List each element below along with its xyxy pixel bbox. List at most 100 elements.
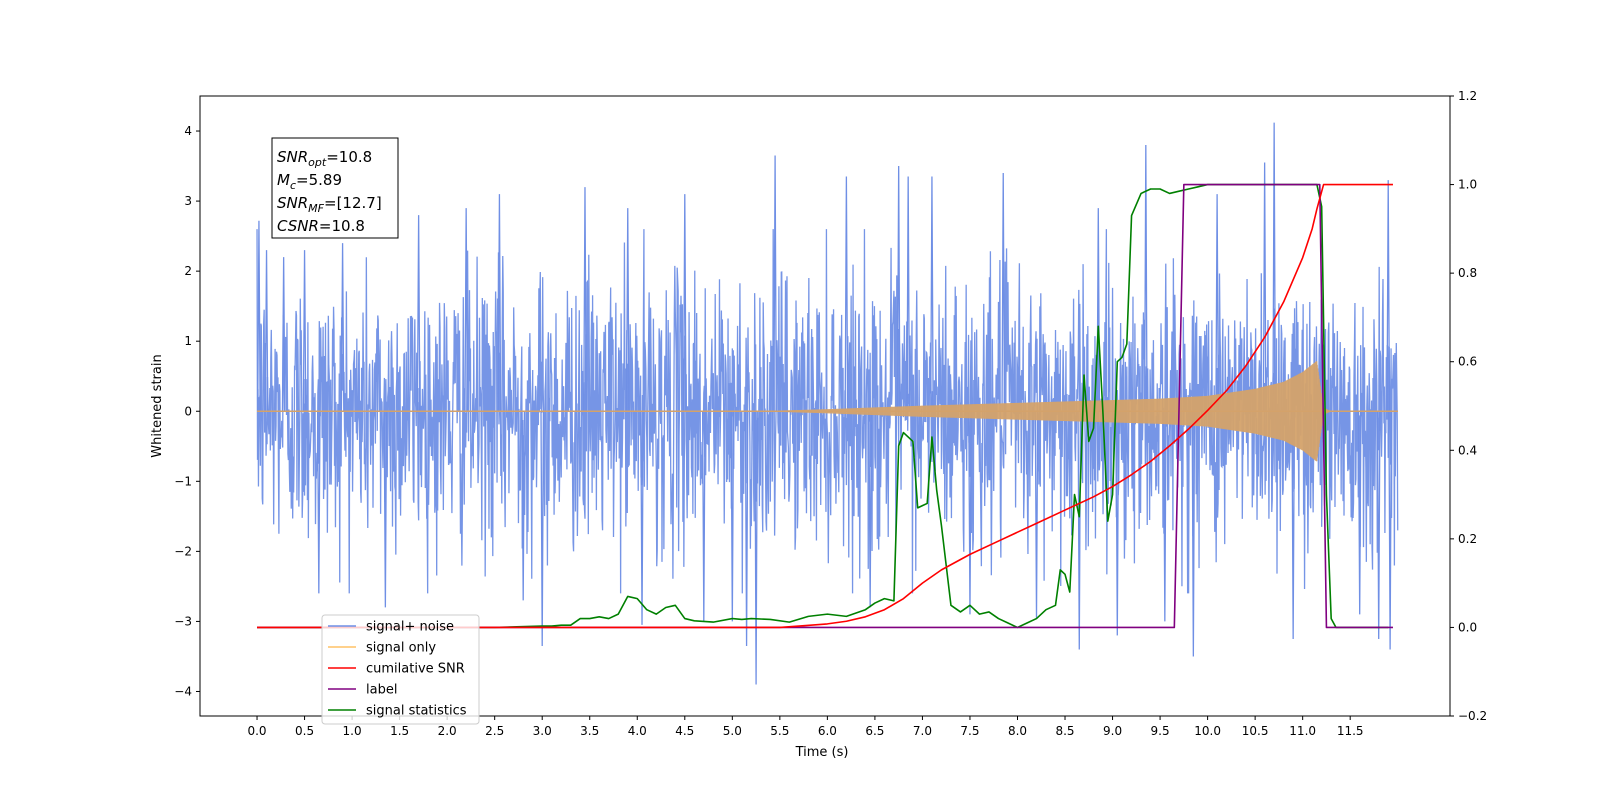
- noise-spike-13: [625, 208, 630, 412]
- x-tick-label: 0.5: [295, 724, 314, 738]
- noise-spike-12: [583, 187, 587, 412]
- x-tick-label: 7.0: [913, 724, 932, 738]
- x-tick-label: 5.0: [723, 724, 742, 738]
- legend-label: cumilative SNR: [366, 662, 465, 677]
- noise-spike-11: [540, 411, 545, 646]
- annotation-line: CSNR=10.8: [277, 217, 365, 235]
- x-tick-label: 0.0: [247, 724, 266, 738]
- annotation-value: =10.8: [326, 148, 372, 166]
- legend-label: label: [366, 683, 397, 698]
- x-tick-label: 1.5: [390, 724, 409, 738]
- noise-spike-3: [302, 250, 307, 412]
- y-right-tick-label: 0.4: [1458, 443, 1477, 457]
- noise-spike-25: [930, 176, 934, 412]
- y-right-tick-label: 0.0: [1458, 620, 1477, 634]
- y-tick-label: −3: [174, 614, 192, 628]
- y-axis-label: Whitened strain: [150, 354, 165, 457]
- x-tick-label: 6.0: [818, 724, 837, 738]
- y-right-tick-label: 1.0: [1458, 178, 1477, 192]
- noise-spike-36: [1262, 162, 1267, 412]
- annotation-symbol: SNR: [277, 148, 308, 166]
- x-tick-label: 11.5: [1337, 724, 1364, 738]
- annotation-symbol: M: [277, 171, 290, 189]
- noise-spike-6: [383, 411, 388, 608]
- series-signal-noise: [256, 122, 1399, 685]
- legend-label: signal only: [366, 641, 436, 656]
- y-right-tick-label: 1.2: [1458, 89, 1477, 103]
- noise-spike-27: [1001, 173, 1006, 412]
- noise-spike-31: [1115, 411, 1120, 636]
- noise-spike-42: [1388, 411, 1392, 650]
- noise-spike-2: [281, 257, 286, 412]
- y-tick-label: 3: [184, 194, 192, 208]
- noise-spike-22: [868, 411, 873, 608]
- x-tick-label: 10.0: [1194, 724, 1221, 738]
- legend-label: signal statistics: [366, 704, 467, 719]
- annotation-symbol: CSNR: [277, 217, 319, 235]
- x-tick-label: 3.0: [533, 724, 552, 738]
- y-tick-label: 0: [184, 404, 192, 418]
- annotation-value: =[12.7]: [324, 194, 382, 212]
- noise-spike-23: [896, 166, 901, 412]
- series-label-line: [257, 183, 1393, 629]
- noise-spike-9: [497, 194, 502, 412]
- noise-spike-18: [744, 411, 749, 646]
- y-right-tick-label: −0.2: [1458, 709, 1487, 723]
- annotation-subscript: opt: [308, 156, 327, 169]
- y-tick-label: 2: [184, 264, 192, 278]
- y-tick-label: 1: [184, 334, 192, 348]
- y-tick-label: 4: [184, 124, 192, 138]
- noise-spike-21: [844, 176, 849, 412]
- x-tick-label: 3.5: [580, 724, 599, 738]
- x-tick-label: 10.5: [1242, 724, 1269, 738]
- y-right-tick-label: 0.6: [1458, 355, 1477, 369]
- plot-frame: [199, 95, 1451, 717]
- y-tick-label: −2: [174, 544, 192, 558]
- y-axis-right: −0.2 0.0 0.2 0.4 0.6 0.8 1.0 1.2: [1450, 89, 1487, 723]
- annotation-symbol: SNR: [277, 194, 308, 212]
- noise-spike-8: [464, 208, 469, 412]
- noise-spike-32: [1143, 145, 1148, 412]
- annotation-value: =10.8: [319, 217, 365, 235]
- x-axis-label: Time (s): [795, 745, 849, 760]
- noise-spike-39: [1357, 411, 1362, 615]
- noise-spike-7: [416, 215, 421, 412]
- series-signal-statistics-line: [257, 183, 1389, 629]
- x-tick-label: 4.0: [628, 724, 647, 738]
- x-tick-label: 2.0: [438, 724, 457, 738]
- x-tick-label: 11.0: [1289, 724, 1316, 738]
- noise-spike-35: [1215, 194, 1219, 412]
- annotation-line: Mc=5.89: [277, 171, 342, 192]
- annotation-frame: [271, 137, 399, 239]
- legend: signal+ noise signal only cumilative SNR la…: [321, 614, 480, 725]
- noise-spike-24: [906, 176, 911, 412]
- noise-spike-4: [316, 411, 321, 594]
- x-axis: 0.0 0.5 1.0 1.5 2.0 2.5 3.0 3.5 4.0 4.5 5.0 5.5 6.0 6…: [247, 716, 1364, 738]
- x-tick-label: 4.5: [675, 724, 694, 738]
- x-tick-label: 2.5: [485, 724, 504, 738]
- x-tick-label: 7.5: [960, 724, 979, 738]
- signal-noise-line: [256, 229, 1399, 594]
- noise-spike-0: [257, 220, 261, 412]
- x-tick-label: 1.0: [343, 724, 362, 738]
- y-axis-left: −4 −3 −2 −1 0 1 2 3 4: [174, 124, 200, 698]
- legend-label: signal+ noise: [366, 620, 454, 635]
- series-cumilative-snr-line: [257, 183, 1393, 629]
- noise-spike-5: [340, 243, 345, 412]
- noise-spike-15: [682, 194, 687, 412]
- x-tick-label: 9.0: [1103, 724, 1122, 738]
- x-tick-label: 5.5: [770, 724, 789, 738]
- annotation-subscript: MF: [308, 202, 324, 215]
- annotation-line: SNRopt=10.8: [277, 148, 372, 169]
- x-tick-label: 8.5: [1055, 724, 1074, 738]
- x-tick-label: 6.5: [865, 724, 884, 738]
- annotation-value: =5.89: [296, 171, 342, 189]
- noise-spike-20: [773, 155, 777, 412]
- series-right-axis: [257, 183, 1393, 629]
- y-tick-label: −1: [174, 474, 192, 488]
- noise-spike-26: [968, 411, 972, 615]
- noise-spike-37: [1272, 122, 1276, 412]
- x-tick-label: 8.0: [1008, 724, 1027, 738]
